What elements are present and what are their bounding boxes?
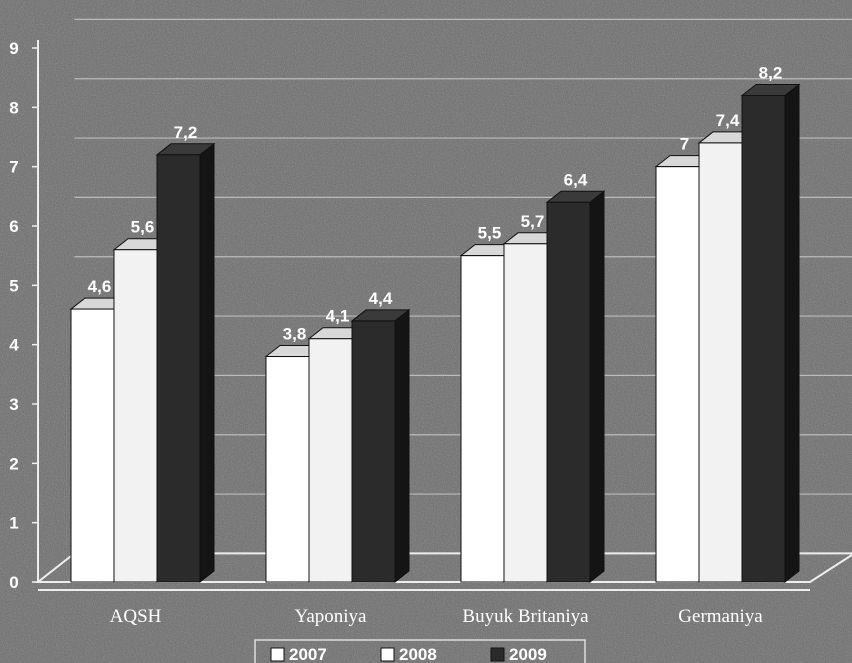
x-category-label-germaniya: Germaniya xyxy=(678,606,763,627)
y-tick-label: 0 xyxy=(9,573,18,592)
y-tick-label: 1 xyxy=(9,514,18,533)
y-tick-label: 6 xyxy=(9,217,18,236)
legend: 2007 2008 2009 xyxy=(254,639,586,663)
data-label-yaponiya-2007: 3,8 xyxy=(283,325,307,344)
data-label-buyuk-britaniya-2009: 6,4 xyxy=(564,170,588,189)
y-tick-label: 2 xyxy=(9,454,18,473)
data-label-buyuk-britaniya-2008: 5,7 xyxy=(521,212,545,231)
y-tick-label: 3 xyxy=(9,395,18,414)
legend-item-2007: 2007 xyxy=(270,645,327,663)
x-category-label-buyuk-britaniya: Buyuk Britaniya xyxy=(462,606,589,627)
legend-item-2008: 2008 xyxy=(380,645,437,663)
bar-aqsh-2009 xyxy=(155,142,216,584)
y-tick-label: 9 xyxy=(9,39,18,58)
y-tick-label: 7 xyxy=(9,158,18,177)
legend-box xyxy=(254,639,586,663)
y-tick-label: 5 xyxy=(9,276,18,295)
data-label-buyuk-britaniya-2007: 5,5 xyxy=(478,224,502,243)
data-label-aqsh-2007: 4,6 xyxy=(88,277,112,296)
data-label-yaponiya-2009: 4,4 xyxy=(369,289,393,308)
bars xyxy=(69,83,801,584)
x-category-label-aqsh: AQSH xyxy=(110,606,162,627)
bar-yaponiya-2009 xyxy=(350,308,411,584)
y-axis-ticks: 0 1 2 3 4 5 6 7 8 9 xyxy=(9,39,38,592)
x-category-label-yaponiya: Yaponiya xyxy=(295,606,368,627)
legend-item-2009: 2009 xyxy=(490,645,547,663)
bar-buyuk-britaniya-2009 xyxy=(545,190,606,584)
legend-label: 2008 xyxy=(399,645,437,663)
data-label-aqsh-2008: 5,6 xyxy=(131,218,155,237)
data-labels: 4,6 5,6 7,2 3,8 4,1 4,4 5,5 5,7 6,4 7 7,4 8,2 xyxy=(88,63,783,343)
data-label-germaniya-2009: 8,2 xyxy=(759,63,783,82)
legend-label: 2007 xyxy=(289,645,327,663)
data-label-yaponiya-2008: 4,1 xyxy=(326,307,350,326)
data-label-germaniya-2007: 7 xyxy=(680,135,689,154)
data-label-germaniya-2008: 7,4 xyxy=(716,111,740,130)
bar-germaniya-2009 xyxy=(740,83,801,584)
legend-label: 2009 xyxy=(509,645,547,663)
x-axis-labels: AQSH Yaponiya Buyuk Britaniya Germaniya xyxy=(110,606,764,627)
y-tick-label: 8 xyxy=(9,98,18,117)
y-tick-label: 4 xyxy=(9,336,19,355)
data-label-aqsh-2009: 7,2 xyxy=(174,123,198,142)
